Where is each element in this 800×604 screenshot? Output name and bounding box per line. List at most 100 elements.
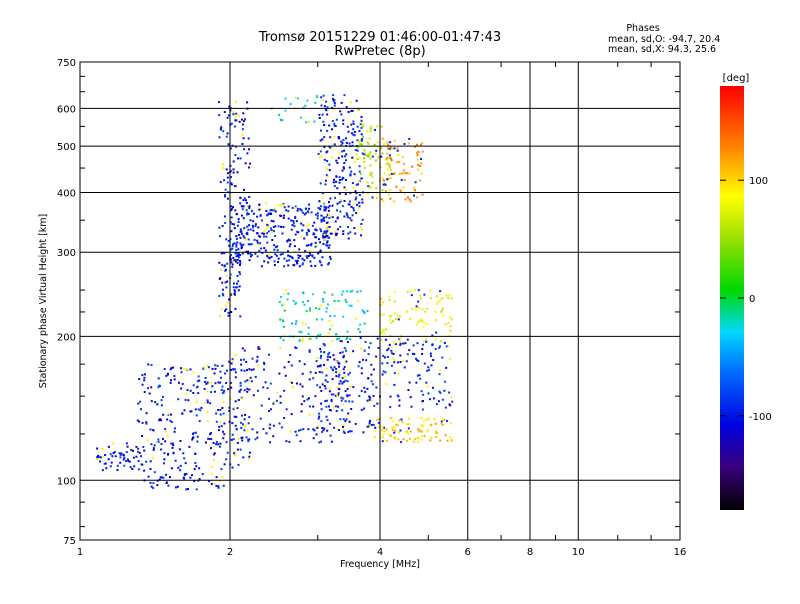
data-point xyxy=(181,412,184,415)
data-point xyxy=(217,409,220,411)
data-point xyxy=(333,143,336,146)
data-point xyxy=(372,368,375,371)
data-point xyxy=(272,401,275,404)
data-point xyxy=(331,120,334,123)
data-point xyxy=(279,395,282,398)
data-point xyxy=(254,252,257,255)
data-point xyxy=(241,128,244,131)
data-point xyxy=(240,247,243,250)
data-point xyxy=(246,387,249,390)
data-point xyxy=(368,421,371,424)
data-point xyxy=(160,404,163,407)
data-point xyxy=(383,142,386,145)
data-point xyxy=(318,260,321,263)
data-point xyxy=(348,304,351,307)
data-point xyxy=(148,392,151,395)
data-point xyxy=(320,408,323,411)
data-point xyxy=(273,260,276,263)
data-point xyxy=(390,346,393,348)
data-point xyxy=(281,304,284,307)
data-point xyxy=(359,123,362,126)
data-point xyxy=(440,310,443,313)
data-point xyxy=(184,462,187,465)
data-point xyxy=(287,238,290,241)
data-point xyxy=(335,118,338,121)
data-point xyxy=(423,340,426,343)
data-point xyxy=(352,207,355,210)
data-point xyxy=(149,468,152,470)
data-point xyxy=(427,417,430,420)
data-point xyxy=(128,460,131,463)
data-point xyxy=(370,380,373,383)
data-point xyxy=(307,230,310,233)
data-point xyxy=(241,397,244,400)
data-point xyxy=(248,224,251,227)
data-point xyxy=(320,354,323,357)
data-point xyxy=(381,429,383,432)
data-point xyxy=(342,233,345,236)
data-point xyxy=(231,265,234,268)
data-point xyxy=(428,369,431,371)
y-axis-label: Stationary phase Virtual Height [km] xyxy=(38,214,49,388)
x-axis-label: Frequency [MHz] xyxy=(340,559,420,570)
data-point xyxy=(302,340,305,343)
data-point xyxy=(238,390,241,393)
data-point xyxy=(352,350,355,353)
data-point xyxy=(308,378,311,381)
data-point xyxy=(390,168,393,171)
data-point xyxy=(256,215,259,218)
data-point xyxy=(138,378,141,381)
data-point xyxy=(345,212,348,215)
data-point xyxy=(104,454,107,456)
data-point xyxy=(323,105,326,108)
data-point xyxy=(439,369,442,372)
data-point xyxy=(365,359,368,362)
data-point xyxy=(179,464,182,467)
data-point xyxy=(348,419,351,422)
data-point xyxy=(375,196,378,199)
data-point xyxy=(239,229,242,232)
data-point xyxy=(213,452,216,455)
data-point xyxy=(320,350,322,353)
data-point xyxy=(243,188,245,191)
data-point xyxy=(194,408,197,411)
data-point xyxy=(397,431,400,434)
data-point xyxy=(354,317,357,320)
data-point xyxy=(415,305,418,308)
data-point xyxy=(314,245,317,248)
data-point xyxy=(346,336,349,339)
data-point xyxy=(141,374,144,377)
data-point xyxy=(426,369,429,372)
data-point xyxy=(96,456,99,459)
data-point xyxy=(324,179,327,182)
plot-frame xyxy=(79,61,681,541)
data-point xyxy=(314,307,317,310)
data-point xyxy=(296,262,299,265)
data-point xyxy=(336,216,339,219)
data-point xyxy=(403,162,406,165)
data-point xyxy=(339,351,342,354)
data-point xyxy=(393,361,396,364)
data-point xyxy=(327,228,330,231)
data-point xyxy=(358,201,361,204)
data-point xyxy=(323,385,326,387)
data-point xyxy=(220,269,223,272)
data-point xyxy=(157,377,160,380)
data-point xyxy=(416,342,419,345)
data-point xyxy=(333,300,336,302)
data-point xyxy=(233,415,236,418)
data-point xyxy=(283,389,286,392)
data-point xyxy=(319,357,322,360)
data-point xyxy=(269,441,271,444)
data-point xyxy=(335,368,338,370)
data-point xyxy=(248,388,251,391)
data-point xyxy=(236,275,239,277)
data-point xyxy=(354,149,357,152)
data-point xyxy=(363,153,366,156)
data-point xyxy=(334,394,337,397)
data-point xyxy=(345,153,348,156)
data-point xyxy=(328,226,331,228)
data-point xyxy=(341,382,344,385)
data-point xyxy=(335,410,338,412)
data-point xyxy=(287,264,290,267)
